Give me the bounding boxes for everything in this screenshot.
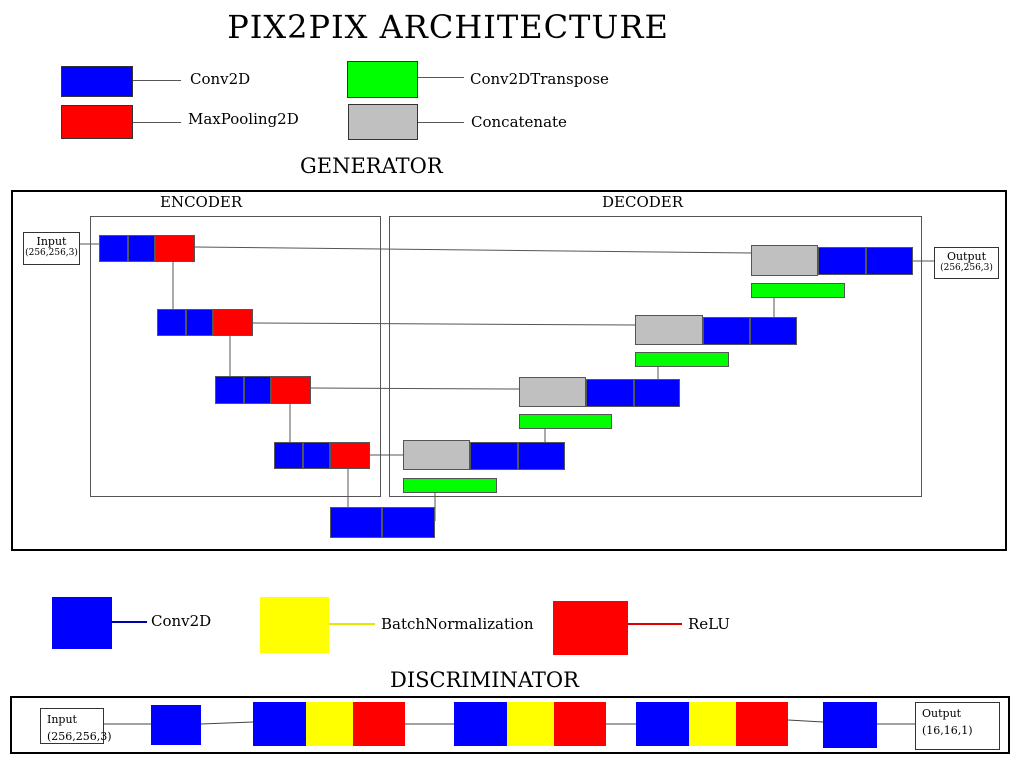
decoder-1-conv2d-a bbox=[818, 247, 866, 275]
encoder-2-maxpool bbox=[213, 309, 253, 336]
encoder-4-conv2d-a bbox=[274, 442, 303, 469]
diagram-title: PIX2PIX ARCHITECTURE bbox=[227, 8, 669, 46]
legend-maxpooling2d-leader bbox=[133, 122, 181, 123]
disc-block-2-relu bbox=[554, 702, 606, 746]
decoder-2-conv2dtranspose bbox=[635, 352, 729, 367]
disc-block-3-batchnorm bbox=[689, 702, 736, 746]
discriminator-input-label: Input bbox=[47, 713, 77, 726]
legend2-conv2d-label: Conv2D bbox=[151, 612, 212, 630]
generator-input-shape: (256,256,3) bbox=[25, 248, 78, 258]
legend2-batchnormalization-leader bbox=[329, 623, 375, 625]
decoder-3-conv2d-a bbox=[586, 379, 634, 407]
encoder-3-conv2d-b bbox=[244, 376, 271, 404]
encoder-2-conv2d-b bbox=[186, 309, 213, 336]
decoder-3-concatenate bbox=[519, 377, 586, 407]
legend-concatenate-label: Concatenate bbox=[471, 113, 567, 131]
generator-output-shape: (256,256,3) bbox=[940, 263, 993, 273]
decoder-panel bbox=[389, 216, 922, 497]
decoder-3-conv2d-b bbox=[634, 379, 680, 407]
encoder-4-maxpool bbox=[330, 442, 370, 469]
disc-block-3-relu bbox=[736, 702, 788, 746]
encoder-label: ENCODER bbox=[160, 193, 243, 211]
disc-block-1-conv2d bbox=[253, 702, 306, 746]
bottleneck-conv2d-b bbox=[382, 507, 435, 538]
decoder-label: DECODER bbox=[602, 193, 684, 211]
generator-output-label: Output bbox=[946, 250, 987, 263]
generator-heading: GENERATOR bbox=[300, 154, 443, 178]
generator-input-box: Input (256,256,3) bbox=[23, 232, 80, 265]
legend-conv2d-leader bbox=[133, 80, 181, 81]
discriminator-output-box: Output (16,16,1) bbox=[915, 702, 1000, 750]
decoder-4-conv2d-a bbox=[470, 442, 518, 470]
disc-block-2-conv2d bbox=[454, 702, 507, 746]
legend-maxpooling2d-label: MaxPooling2D bbox=[188, 110, 299, 128]
legend2-relu-label: ReLU bbox=[688, 615, 730, 633]
disc-block-2-batchnorm bbox=[507, 702, 554, 746]
legend-concatenate-leader bbox=[418, 122, 464, 123]
legend2-conv2d-swatch bbox=[52, 597, 112, 649]
legend-conv2d-swatch bbox=[61, 66, 133, 97]
generator-output-box: Output (256,256,3) bbox=[934, 247, 999, 279]
encoder-3-conv2d-a bbox=[215, 376, 244, 404]
decoder-1-conv2dtranspose bbox=[751, 283, 845, 298]
generator-input-label: Input bbox=[36, 235, 67, 248]
discriminator-output-shape: (16,16,1) bbox=[922, 724, 973, 737]
decoder-4-concatenate bbox=[403, 440, 470, 470]
discriminator-heading: DISCRIMINATOR bbox=[390, 668, 579, 692]
disc-block-1-relu bbox=[353, 702, 405, 746]
legend2-relu-leader bbox=[628, 623, 682, 625]
decoder-1-concatenate bbox=[751, 245, 818, 276]
encoder-4-conv2d-b bbox=[303, 442, 330, 469]
legend2-batchnormalization-label: BatchNormalization bbox=[381, 615, 534, 633]
encoder-2-conv2d-a bbox=[157, 309, 186, 336]
generator-frame bbox=[11, 190, 1007, 551]
decoder-4-conv2dtranspose bbox=[403, 478, 497, 493]
discriminator-output-label: Output bbox=[922, 707, 962, 720]
bottleneck-conv2d-a bbox=[330, 507, 382, 538]
decoder-2-concatenate bbox=[635, 315, 703, 345]
legend-conv2dtranspose-label: Conv2DTranspose bbox=[470, 70, 609, 88]
disc-block-1-batchnorm bbox=[306, 702, 353, 746]
decoder-2-conv2d-b bbox=[750, 317, 797, 345]
encoder-panel bbox=[90, 216, 381, 497]
decoder-1-conv2d-b bbox=[866, 247, 913, 275]
encoder-1-conv2d-b bbox=[128, 235, 155, 262]
encoder-3-maxpool bbox=[271, 376, 311, 404]
legend-conv2dtranspose-leader bbox=[418, 77, 464, 78]
encoder-1-maxpool bbox=[155, 235, 195, 262]
decoder-4-conv2d-b bbox=[518, 442, 565, 470]
legend-conv2dtranspose-swatch bbox=[347, 61, 418, 98]
discriminator-input-shape: (256,256,3) bbox=[47, 730, 112, 743]
legend-concatenate-swatch bbox=[348, 104, 418, 140]
discriminator-input-box: Input (256,256,3) bbox=[40, 708, 112, 744]
decoder-2-conv2d-a bbox=[703, 317, 750, 345]
legend2-conv2d-leader bbox=[112, 621, 147, 623]
legend2-batchnormalization-swatch bbox=[260, 597, 329, 653]
legend-maxpooling2d-swatch bbox=[61, 105, 133, 139]
disc-block-3-conv2d bbox=[636, 702, 689, 746]
legend-conv2d-label: Conv2D bbox=[190, 70, 251, 88]
legend2-relu-swatch bbox=[553, 601, 628, 655]
discriminator-frame bbox=[10, 696, 1010, 754]
disc-conv2d-final bbox=[823, 702, 877, 748]
disc-conv2d-1 bbox=[151, 705, 201, 745]
encoder-1-conv2d-a bbox=[99, 235, 128, 262]
decoder-3-conv2dtranspose bbox=[519, 414, 612, 429]
